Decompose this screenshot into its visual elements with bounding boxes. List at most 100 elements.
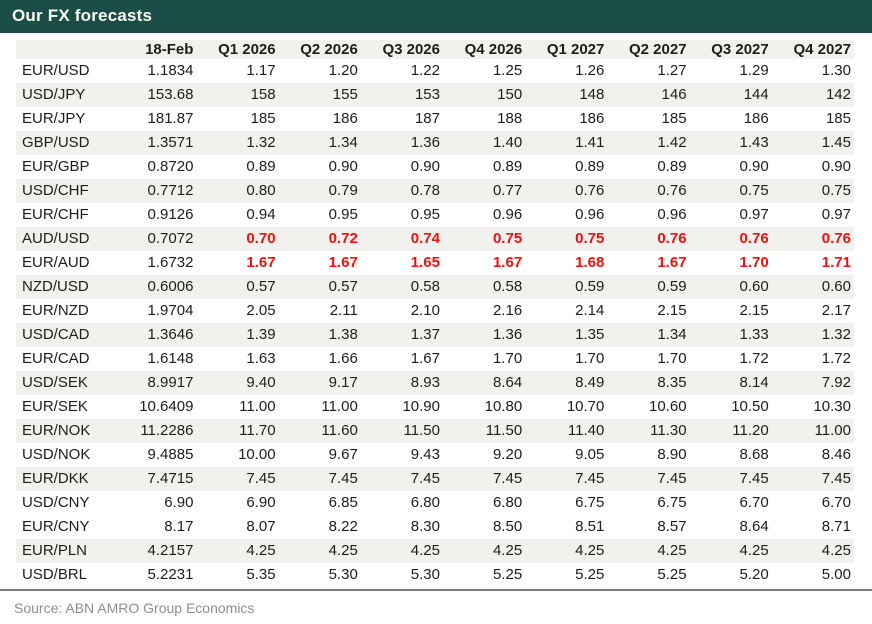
- forecast-value: 6.85: [328, 494, 358, 511]
- forecast-value: 9.17: [278, 371, 361, 395]
- forecast-value: 1.67: [657, 254, 687, 271]
- forecast-value: 155: [278, 83, 361, 107]
- forecast-value: 1.67: [246, 254, 276, 271]
- currency-pair-label: USD/CNY: [22, 494, 90, 511]
- column-header: Q2 2026: [278, 40, 361, 59]
- forecast-value: 0.90: [410, 158, 440, 175]
- table-row: EUR/GBP 0.8720 0.89 0.90 0.90 0.89 0.89 0.89 0.9…: [16, 155, 854, 179]
- forecast-value: 10.80: [484, 398, 523, 415]
- currency-pair-label: EUR/JPY: [22, 110, 86, 127]
- table-row: AUD/USD 0.7072 0.70 0.72 0.74 0.75 0.75 0.76 0.7…: [16, 227, 854, 251]
- forecast-value: 1.26: [575, 62, 605, 79]
- forecast-value: 11.40: [525, 419, 608, 443]
- currency-pair-label: EUR/SEK: [22, 398, 88, 415]
- forecast-value: 146: [607, 83, 690, 107]
- forecast-value: 1.34: [278, 131, 361, 155]
- table-row: USD/CNY 6.90 6.90 6.85 6.80 6.80 6.75 6.75 6.70 6…: [16, 491, 854, 515]
- forecast-value: 1.25: [492, 62, 523, 79]
- forecast-value: 186: [743, 110, 769, 127]
- table-row: EUR/NZD 1.9704 2.05 2.11 2.10 2.16 2.14 2.15 2.1…: [16, 299, 854, 323]
- forecast-value: 4.25: [360, 539, 443, 563]
- forecast-value: 2.15: [739, 302, 769, 319]
- forecast-value: 1.37: [360, 323, 443, 347]
- forecast-value: 11.00: [239, 398, 276, 415]
- forecast-value: 8.64: [442, 371, 526, 395]
- spot-value: 1.6732: [147, 254, 194, 271]
- table-row: NZD/USD 0.6006 0.57 0.57 0.58 0.58 0.59 0.59 0.6…: [16, 275, 854, 299]
- currency-pair-label: USD/SEK: [16, 371, 103, 395]
- forecast-value: 4.25: [607, 539, 690, 563]
- forecast-value: 2.17: [821, 302, 851, 319]
- forecast-value: 0.97: [821, 206, 851, 223]
- currency-pair-label: EUR/PLN: [16, 539, 103, 563]
- forecast-value: 0.94: [246, 206, 276, 223]
- spot-value: 1.6148: [147, 350, 194, 367]
- table-row: EUR/JPY 181.87 185 186 187 188 186 185 186 185: [16, 107, 854, 131]
- table-row: EUR/SEK 10.6409 11.00 11.00 10.90 10.80 10.70 1…: [16, 395, 854, 419]
- forecast-value: 0.76: [689, 227, 772, 251]
- forecast-value: 1.41: [525, 131, 608, 155]
- forecast-value: 1.38: [278, 323, 361, 347]
- forecast-value: 8.49: [525, 371, 608, 395]
- column-header: Q3 2026: [360, 40, 443, 59]
- forecast-value: 0.60: [771, 275, 854, 299]
- forecast-value: 185: [825, 110, 851, 127]
- column-header: Q4 2026: [442, 40, 526, 59]
- forecast-value: 11.20: [689, 419, 772, 443]
- table-row: EUR/USD 1.1834 1.17 1.20 1.22 1.25 1.26 1.27 1.2…: [16, 59, 854, 83]
- forecast-value: 1.36: [442, 323, 526, 347]
- fx-forecast-table: 18-Feb Q1 2026 Q2 2026 Q3 2026 Q4 2026 Q1 202…: [16, 40, 854, 587]
- forecast-value: 9.20: [492, 446, 523, 463]
- column-header: Q1 2026: [196, 40, 279, 59]
- forecast-value: 7.45: [196, 467, 279, 491]
- forecast-value: 0.74: [360, 227, 443, 251]
- forecast-value: 8.64: [739, 518, 769, 535]
- forecast-value: 9.40: [196, 371, 279, 395]
- forecast-value: 7.45: [525, 467, 608, 491]
- column-header-pair: [16, 40, 103, 59]
- forecast-value: 1.36: [360, 131, 443, 155]
- forecast-value: 8.14: [689, 371, 772, 395]
- forecast-value: 8.35: [607, 371, 690, 395]
- forecast-value: 6.70: [821, 494, 851, 511]
- table-row: EUR/CNY 8.17 8.07 8.22 8.30 8.50 8.51 8.57 8.64 8…: [16, 515, 854, 539]
- spot-value: 1.9704: [147, 302, 194, 319]
- forecast-value: 0.90: [739, 158, 769, 175]
- forecast-value: 1.35: [525, 323, 608, 347]
- forecast-value: 0.78: [360, 179, 443, 203]
- forecast-value: 0.90: [821, 158, 851, 175]
- forecast-value: 7.45: [360, 467, 443, 491]
- spot-value: 1.1834: [147, 62, 194, 79]
- spot-value: 4.2157: [102, 539, 197, 563]
- spot-value: 5.2231: [147, 566, 194, 583]
- forecast-value: 8.30: [410, 518, 440, 535]
- forecast-value: 0.89: [246, 158, 276, 175]
- forecast-value: 1.68: [575, 254, 605, 271]
- forecast-value: 186: [579, 110, 605, 127]
- currency-pair-label: EUR/NZD: [22, 302, 89, 319]
- forecast-value: 6.90: [246, 494, 276, 511]
- forecast-value: 4.25: [442, 539, 526, 563]
- forecast-value: 0.95: [328, 206, 358, 223]
- forecast-value: 6.75: [575, 494, 605, 511]
- forecast-value: 1.39: [196, 323, 279, 347]
- forecast-value: 0.57: [196, 275, 279, 299]
- currency-pair-label: AUD/USD: [16, 227, 103, 251]
- forecast-value: 1.34: [607, 323, 690, 347]
- spot-value: 8.17: [164, 518, 194, 535]
- forecast-value: 188: [497, 110, 523, 127]
- spot-value: 1.3571: [102, 131, 197, 155]
- forecast-value: 9.67: [328, 446, 358, 463]
- table-row: GBP/USD 1.3571 1.32 1.34 1.36 1.40 1.41 1.42 1.4…: [16, 131, 854, 155]
- forecast-value: 8.51: [575, 518, 605, 535]
- spot-value: 0.9126: [147, 206, 194, 223]
- currency-pair-label: GBP/USD: [16, 131, 103, 155]
- forecast-value: 2.10: [410, 302, 440, 319]
- forecast-value: 8.46: [821, 446, 851, 463]
- forecast-value: 142: [771, 83, 854, 107]
- forecast-value: 10.00: [238, 446, 276, 463]
- forecast-value: 0.72: [278, 227, 361, 251]
- spot-value: 153.68: [102, 83, 197, 107]
- forecast-value: 1.66: [328, 350, 358, 367]
- forecast-value: 10.70: [566, 398, 605, 415]
